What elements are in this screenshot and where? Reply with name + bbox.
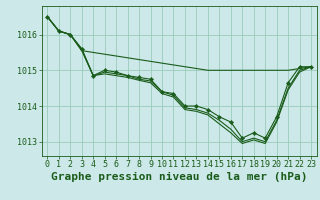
X-axis label: Graphe pression niveau de la mer (hPa): Graphe pression niveau de la mer (hPa) xyxy=(51,172,308,182)
